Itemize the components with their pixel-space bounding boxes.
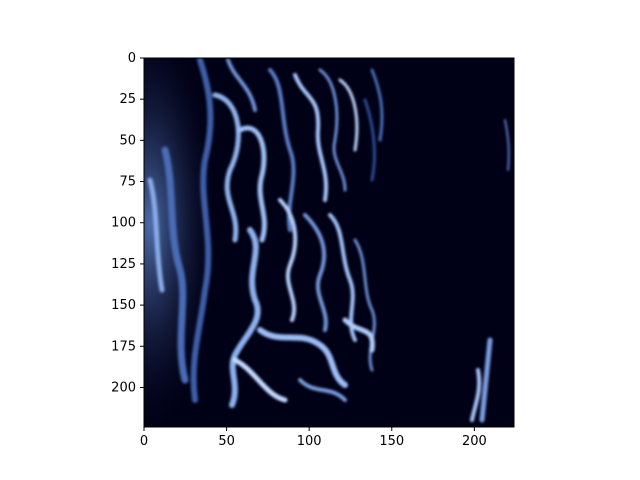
heatmap-left-haze xyxy=(144,58,264,427)
x-tick-label: 0 xyxy=(140,434,148,449)
x-tick-label: 150 xyxy=(379,434,404,449)
y-tick-label: 50 xyxy=(119,133,136,148)
y-tick-label: 200 xyxy=(111,380,136,395)
heatmap-texture xyxy=(147,58,510,423)
y-tick-label: 125 xyxy=(111,257,136,272)
x-tick-label: 100 xyxy=(297,434,322,449)
y-tick-label: 100 xyxy=(111,216,136,231)
x-axis: 0 50 100 150 200 xyxy=(140,427,487,449)
y-axis: 0 25 50 75 100 125 150 175 200 xyxy=(111,51,144,395)
y-tick-label: 175 xyxy=(111,339,136,354)
x-tick-label: 50 xyxy=(218,434,235,449)
x-tick-label: 200 xyxy=(462,434,487,449)
plot-frame xyxy=(143,57,515,428)
y-tick-label: 0 xyxy=(128,51,136,66)
y-tick-label: 150 xyxy=(111,298,136,313)
y-tick-label: 25 xyxy=(119,92,136,107)
y-tick-label: 75 xyxy=(119,175,136,190)
heatmap-image xyxy=(144,58,514,427)
